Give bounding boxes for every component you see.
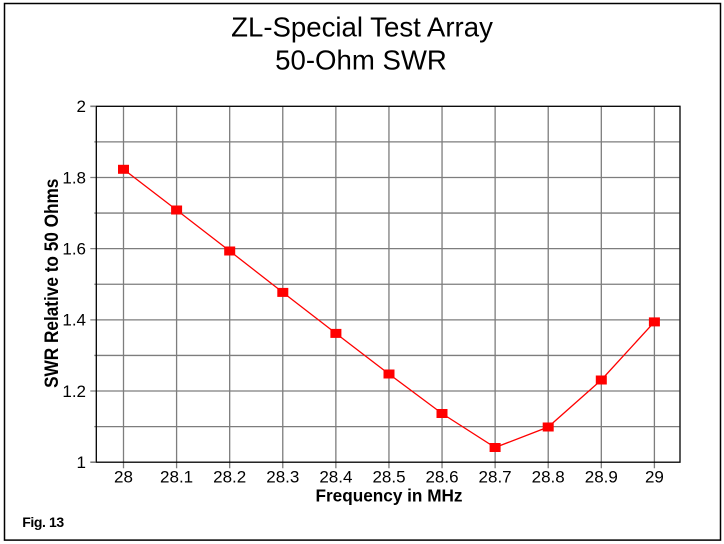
svg-text:28.9: 28.9 (585, 467, 618, 486)
svg-text:1.2: 1.2 (62, 382, 86, 401)
svg-text:Fig. 13: Fig. 13 (22, 514, 64, 530)
svg-text:1: 1 (77, 453, 86, 472)
svg-text:29: 29 (645, 467, 664, 486)
svg-text:28.2: 28.2 (213, 467, 246, 486)
svg-text:SWR Relative to 50 Ohms: SWR Relative to 50 Ohms (41, 179, 62, 388)
svg-text:28.1: 28.1 (160, 467, 193, 486)
svg-text:1.8: 1.8 (62, 168, 86, 187)
svg-text:28: 28 (114, 467, 133, 486)
svg-text:50-Ohm SWR: 50-Ohm SWR (275, 45, 447, 76)
svg-text:1.4: 1.4 (62, 311, 86, 330)
svg-text:28.4: 28.4 (319, 467, 352, 486)
svg-text:28.3: 28.3 (266, 467, 299, 486)
svg-text:28.8: 28.8 (532, 467, 565, 486)
svg-text:2: 2 (77, 97, 86, 116)
svg-text:ZL-Special Test Array: ZL-Special Test Array (231, 12, 493, 43)
svg-text:Frequency in MHz: Frequency in MHz (315, 486, 462, 506)
svg-text:28.6: 28.6 (425, 467, 458, 486)
svg-text:1.6: 1.6 (62, 240, 86, 259)
svg-text:28.5: 28.5 (372, 467, 405, 486)
svg-text:28.7: 28.7 (479, 467, 512, 486)
